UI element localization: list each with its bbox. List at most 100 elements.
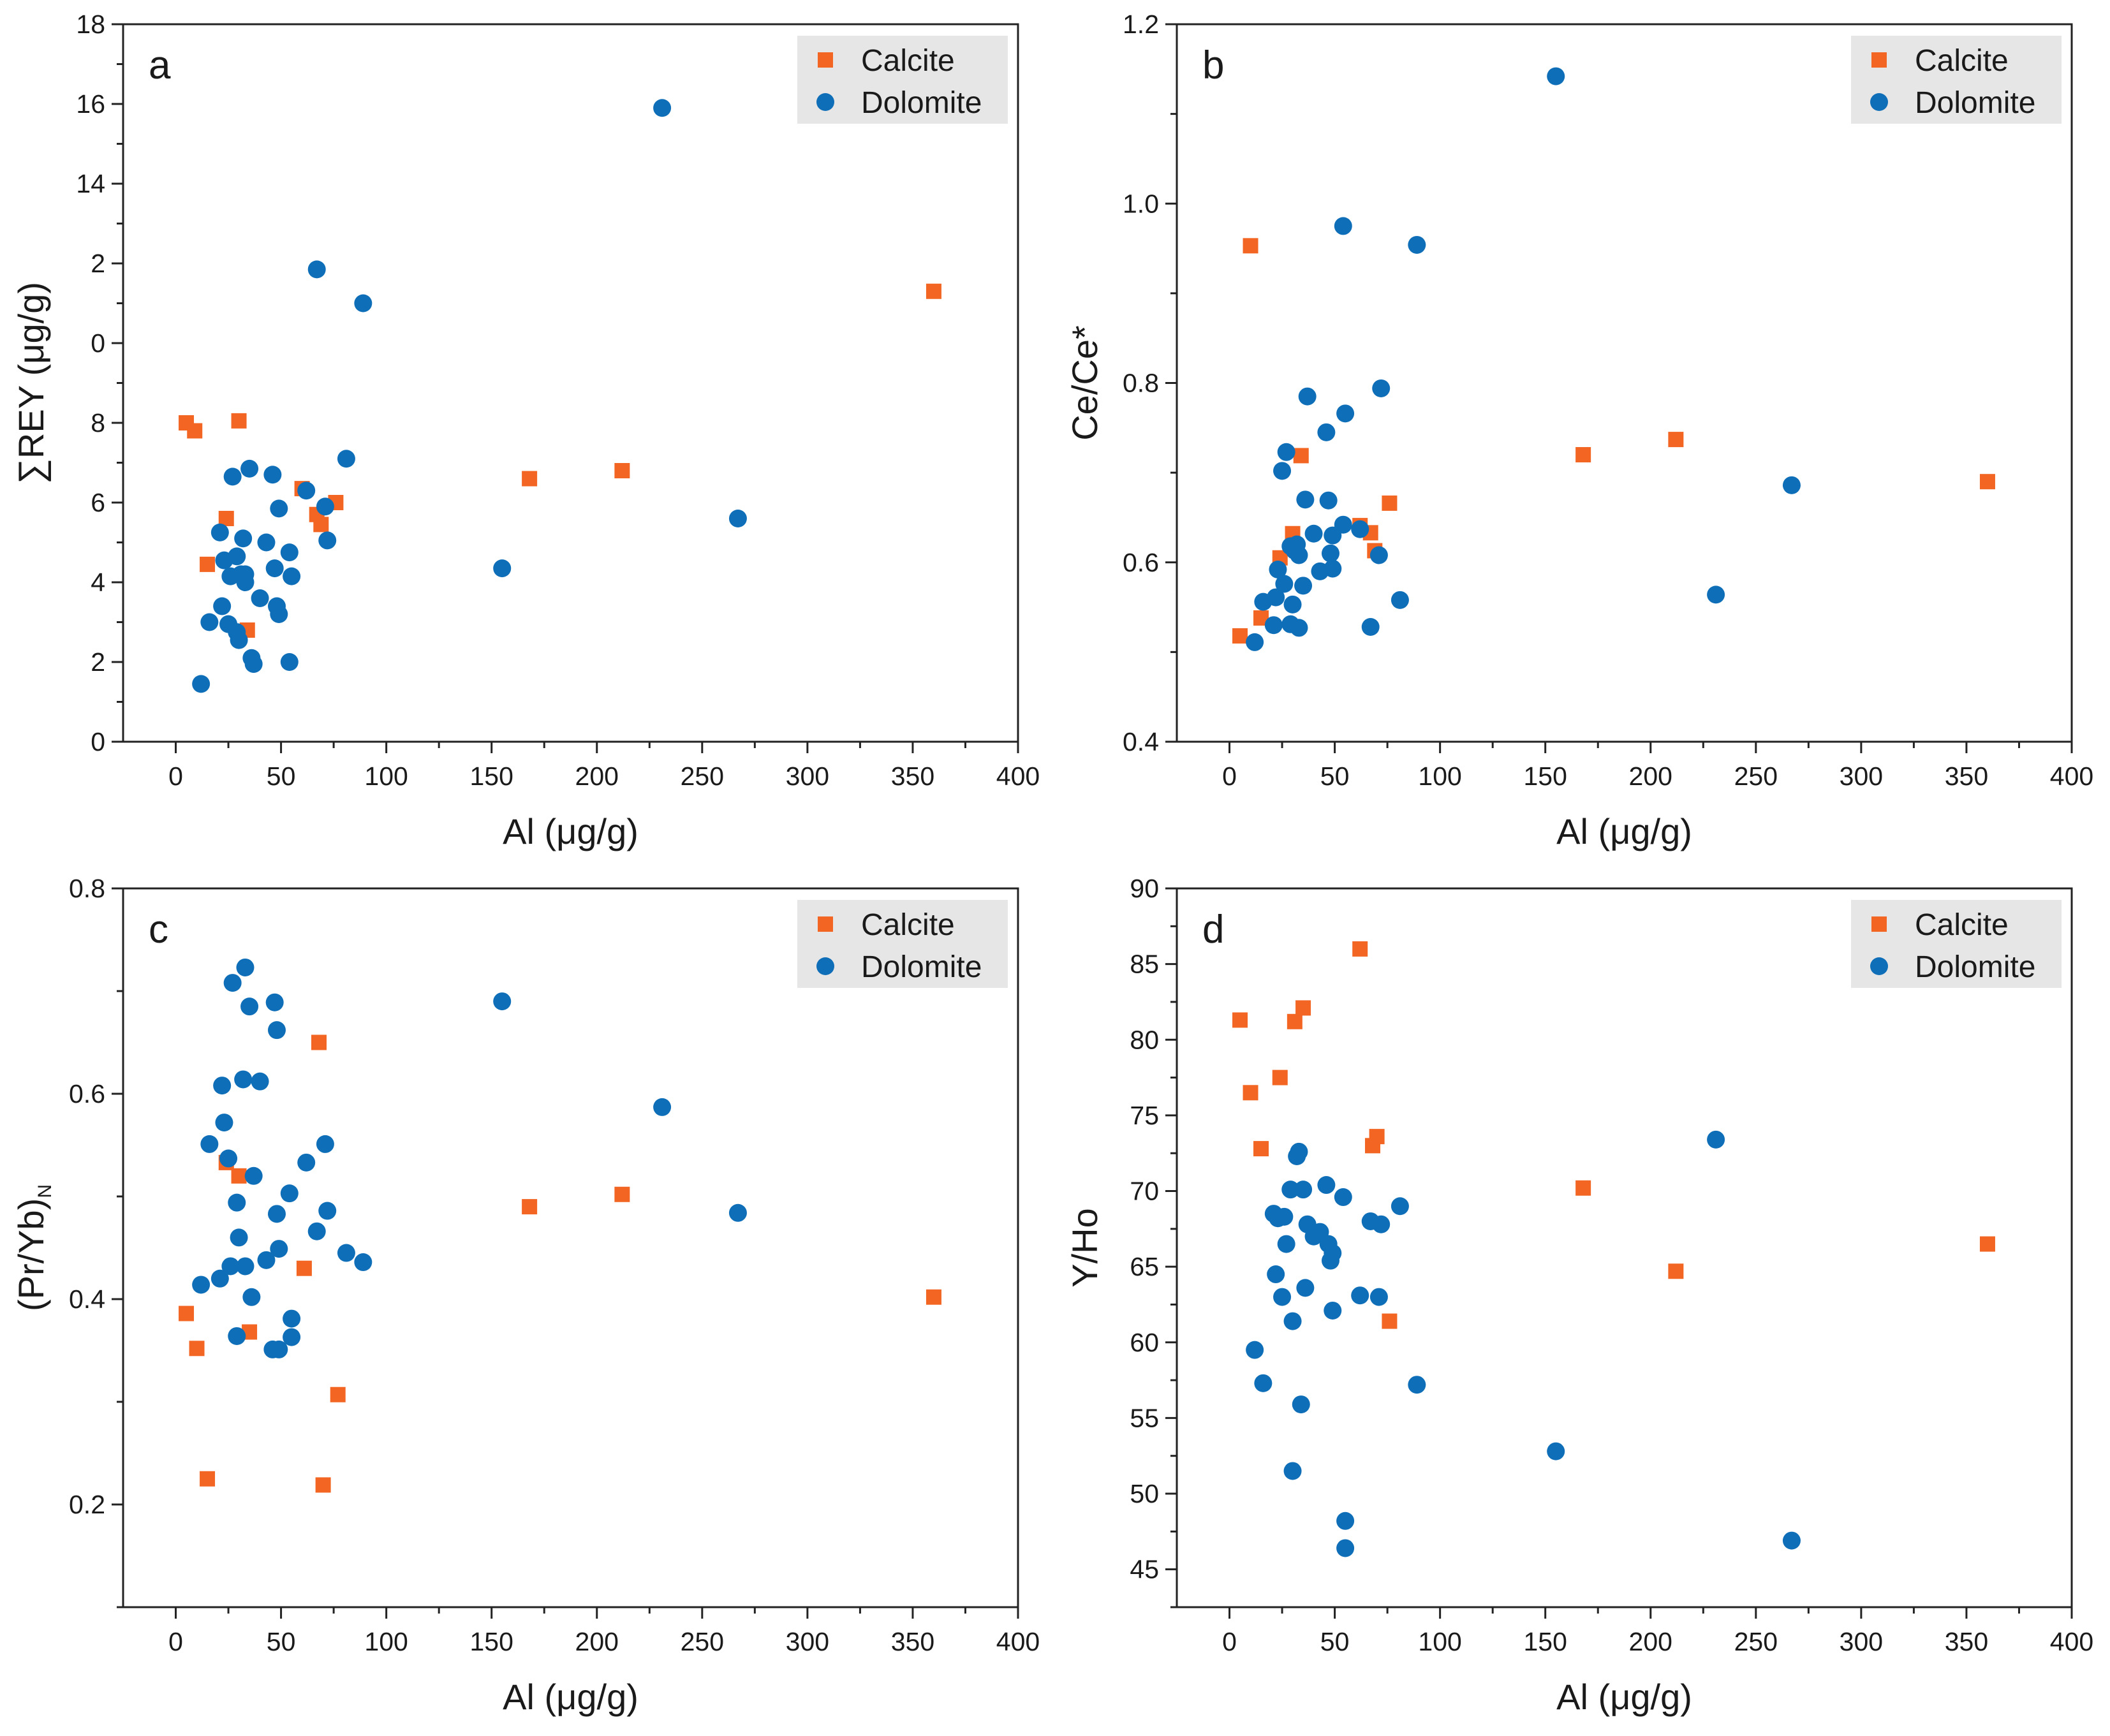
dolomite-point — [1290, 1142, 1308, 1161]
y-tick-label-c: 0.4 — [69, 1284, 105, 1314]
y-tick-label-d: 55 — [1130, 1403, 1159, 1432]
legend-a: Calcite Dolomite — [797, 36, 1008, 124]
dolomite-point — [223, 974, 242, 992]
legend-dolomite-marker — [1870, 957, 1888, 975]
dolomite-point — [236, 958, 255, 976]
calcite-point — [614, 463, 630, 478]
dolomite-point — [1298, 387, 1317, 406]
calcite-point — [1382, 495, 1398, 511]
dolomite-point — [1317, 423, 1336, 441]
dolomite-point — [244, 655, 263, 673]
dolomite-point — [1296, 490, 1315, 509]
x-tick-label-d: 0 — [1222, 1627, 1237, 1656]
legend-calcite-marker — [1871, 52, 1887, 68]
calcite-point — [522, 1199, 538, 1215]
dolomite-point — [1294, 577, 1313, 595]
dolomite-point — [1319, 491, 1338, 510]
dolomite-point — [242, 1288, 261, 1306]
panel-a: 0 50 100 150 200 250 300 350 400 0 2 4 6 8 0 2 14 16 18 Al … — [11, 10, 1040, 851]
calcite-point — [1575, 1180, 1591, 1196]
dolomite-point — [267, 1021, 286, 1040]
legend-background — [1851, 900, 2062, 988]
dolomite-point — [1547, 1442, 1565, 1460]
dolomite-point — [1267, 588, 1285, 607]
y-axis-title-c: (Pr/Yb)N — [11, 1184, 55, 1311]
dolomite-point — [221, 1257, 240, 1276]
y-tick-label-d: 50 — [1130, 1479, 1159, 1508]
y-tick-label-b: 0.4 — [1123, 727, 1159, 756]
legend-label-calcite: Calcite — [861, 44, 955, 78]
dolomite-point — [1391, 591, 1409, 609]
y-tick-label-a: 8 — [91, 408, 105, 438]
dolomite-point — [1324, 1244, 1342, 1262]
legend-dolomite-marker — [1870, 93, 1888, 111]
x-tick-label-c: 250 — [681, 1627, 724, 1656]
dolomite-point — [230, 631, 248, 649]
dolomite-point — [1369, 546, 1388, 564]
calcite-point — [179, 1306, 195, 1321]
x-tick-label-d: 250 — [1734, 1627, 1778, 1656]
dolomite-point — [728, 1203, 747, 1222]
x-tick-label-b: 200 — [1629, 761, 1672, 791]
dolomite-point — [200, 613, 219, 631]
y-tick-label-d: 70 — [1130, 1177, 1159, 1206]
plot-frame-c — [122, 887, 1019, 1608]
calcite-point — [313, 517, 329, 533]
dolomite-point — [1408, 1376, 1426, 1394]
calcite-point — [189, 1341, 205, 1357]
dolomite-point — [283, 1328, 301, 1346]
x-tick-label-c: 100 — [364, 1627, 408, 1656]
plot-frame-b — [1176, 23, 2073, 743]
calcite-point — [200, 556, 216, 572]
x-tick-label-a: 350 — [891, 761, 934, 791]
legend-label-calcite: Calcite — [1915, 44, 2009, 78]
x-tick-label-a: 150 — [469, 761, 513, 791]
dolomite-point — [283, 1309, 301, 1328]
dolomite-point — [1294, 1181, 1313, 1199]
dolomite-point — [219, 1149, 238, 1168]
dolomite-point — [653, 1098, 672, 1116]
x-tick-label-a: 400 — [996, 761, 1040, 791]
dolomite-point — [200, 1135, 219, 1153]
dolomite-point — [318, 531, 337, 550]
x-tick-label-c: 350 — [891, 1627, 934, 1656]
legend-b: Calcite Dolomite — [1851, 36, 2062, 124]
dolomite-point — [1547, 67, 1565, 85]
dolomite-point — [354, 294, 373, 313]
dolomite-point — [1275, 575, 1294, 593]
dolomite-point — [653, 99, 672, 117]
y-tick-label-c: 0.6 — [69, 1079, 105, 1108]
y-tick-label-a: 18 — [76, 10, 105, 39]
calcite-point — [1295, 1000, 1311, 1016]
x-tick-label-b: 400 — [2050, 761, 2093, 791]
calcite-point — [1382, 1313, 1398, 1329]
y-tick-label-a: 2 — [91, 249, 105, 278]
dolomite-point — [1296, 1279, 1315, 1297]
x-tick-label-d: 300 — [1840, 1627, 1883, 1656]
calcite-point — [330, 1387, 346, 1402]
dolomite-point — [1283, 1462, 1302, 1480]
calcite-point — [1979, 474, 1995, 490]
dolomite-point — [210, 1269, 229, 1288]
x-axis-title-d: Al (μg/g) — [1556, 1677, 1692, 1717]
panel-d: 0 50 100 150 200 250 300 350 400 45 50 55 60 65 70 75 80… — [1065, 874, 2093, 1717]
dolomite-point — [1782, 1531, 1801, 1550]
legend-label-dolomite: Dolomite — [1915, 950, 2035, 984]
calcite-point — [311, 1034, 327, 1050]
dolomite-point — [240, 459, 259, 478]
x-tick-label-b: 250 — [1734, 761, 1778, 791]
dolomite-point — [1290, 619, 1308, 637]
x-tick-label-b: 50 — [1320, 761, 1350, 791]
calcite-point — [1232, 628, 1248, 644]
legend-label-dolomite: Dolomite — [861, 86, 982, 120]
dolomite-point — [1246, 633, 1264, 651]
panel-letter-a: a — [149, 43, 171, 87]
dolomite-point — [236, 1257, 255, 1276]
x-tick-label-c: 400 — [996, 1627, 1040, 1656]
x-tick-label-b: 350 — [1945, 761, 1988, 791]
y-tick-label-d: 45 — [1130, 1555, 1159, 1584]
x-tick-label-c: 50 — [267, 1627, 296, 1656]
dolomite-point — [1267, 1265, 1285, 1284]
calcite-point — [614, 1186, 630, 1202]
dolomite-point — [270, 605, 288, 623]
